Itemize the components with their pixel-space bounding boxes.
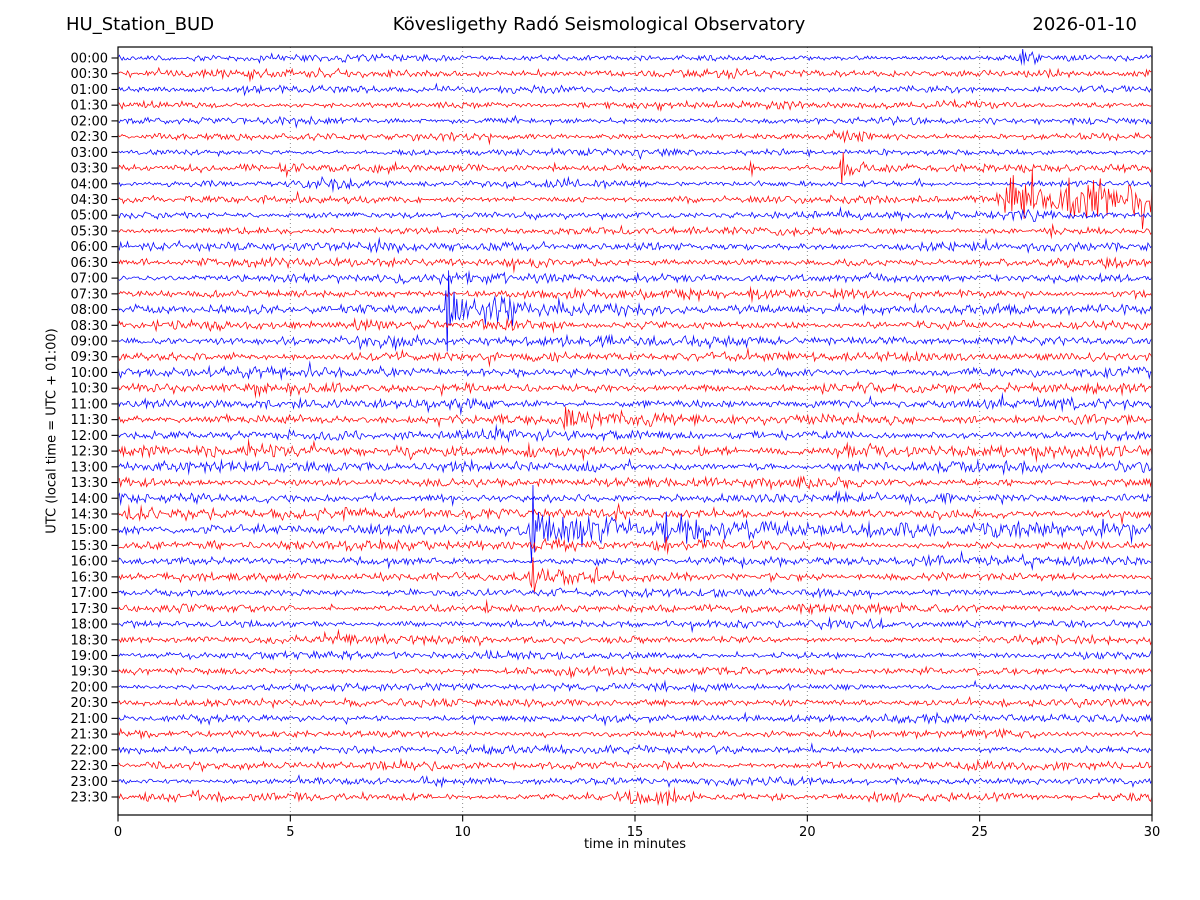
y-tick-label: 13:30 xyxy=(71,476,108,491)
y-tick-label: 19:00 xyxy=(71,649,108,664)
y-tick-label: 18:30 xyxy=(71,633,108,648)
y-tick-label: 11:00 xyxy=(71,397,108,412)
y-tick-label: 16:00 xyxy=(71,555,108,570)
y-tick-label: 18:00 xyxy=(71,618,108,633)
y-tick-label: 20:30 xyxy=(71,696,108,711)
y-tick-label: 12:30 xyxy=(71,445,108,460)
x-tick-label: 0 xyxy=(114,825,122,840)
y-tick-label: 22:30 xyxy=(71,759,108,774)
y-tick-label: 07:00 xyxy=(71,272,108,287)
y-tick-label: 04:00 xyxy=(71,177,108,192)
y-tick-label: 03:30 xyxy=(71,162,108,177)
y-tick-label: 09:30 xyxy=(71,350,108,365)
y-tick-label: 08:00 xyxy=(71,303,108,318)
x-tick-label: 25 xyxy=(971,825,988,840)
y-tick-label: 11:30 xyxy=(71,413,108,428)
y-tick-label: 00:00 xyxy=(71,52,108,67)
y-tick-label: 15:00 xyxy=(71,523,108,538)
y-tick-label: 23:00 xyxy=(71,775,108,790)
y-tick-label: 19:30 xyxy=(71,665,108,680)
y-tick-label: 08:30 xyxy=(71,319,108,334)
y-tick-label: 10:00 xyxy=(71,366,108,381)
y-tick-label: 09:00 xyxy=(71,335,108,350)
x-tick-label: 10 xyxy=(454,825,471,840)
y-tick-label: 05:00 xyxy=(71,209,108,224)
y-tick-label: 20:00 xyxy=(71,680,108,695)
y-tick-label: 05:30 xyxy=(71,224,108,239)
y-tick-label: 21:00 xyxy=(71,712,108,727)
y-tick-label: 10:30 xyxy=(71,382,108,397)
y-tick-label: 06:30 xyxy=(71,256,108,271)
y-tick-label: 00:30 xyxy=(71,67,108,82)
y-tick-label: 12:00 xyxy=(71,429,108,444)
y-tick-label: 04:30 xyxy=(71,193,108,208)
x-tick-label: 20 xyxy=(799,825,816,840)
y-tick-label: 21:30 xyxy=(71,728,108,743)
y-axis-label: UTC (local time = UTC + 01:00) xyxy=(44,328,60,534)
y-tick-label: 01:00 xyxy=(71,83,108,98)
y-tick-label: 22:00 xyxy=(71,743,108,758)
x-tick-label: 15 xyxy=(627,825,644,840)
y-tick-label: 14:00 xyxy=(71,492,108,507)
y-tick-label: 06:00 xyxy=(71,240,108,255)
y-tick-label: 02:00 xyxy=(71,114,108,129)
y-tick-label: 13:00 xyxy=(71,460,108,475)
y-tick-label: 01:30 xyxy=(71,99,108,114)
y-tick-label: 16:30 xyxy=(71,570,108,585)
x-tick-label: 5 xyxy=(286,825,294,840)
y-tick-label: 03:00 xyxy=(71,146,108,161)
y-tick-label: 23:30 xyxy=(71,791,108,806)
y-tick-label: 17:30 xyxy=(71,602,108,617)
y-tick-label: 07:30 xyxy=(71,287,108,302)
x-tick-label: 30 xyxy=(1144,825,1161,840)
y-tick-label: 15:30 xyxy=(71,539,108,554)
y-tick-label: 02:30 xyxy=(71,130,108,145)
y-tick-label: 17:00 xyxy=(71,586,108,601)
x-axis-label: time in minutes xyxy=(583,837,687,852)
y-tick-label: 14:30 xyxy=(71,507,108,522)
